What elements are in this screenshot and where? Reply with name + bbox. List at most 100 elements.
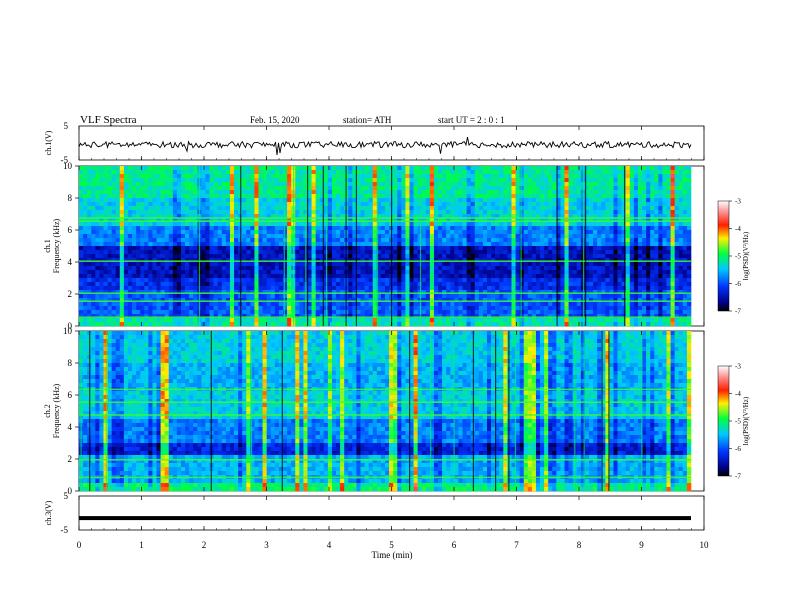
spectrogram-cell	[682, 222, 688, 227]
spectrogram-cell	[507, 242, 512, 247]
spectrogram-cell	[213, 230, 219, 235]
spectrogram-cell	[250, 214, 255, 219]
spectrogram-cell	[515, 266, 520, 271]
spectrogram-cell	[127, 190, 133, 195]
spectrogram-cell	[491, 290, 496, 295]
spectrogram-cell	[393, 186, 398, 191]
spectrogram-cell	[446, 210, 451, 215]
spectrogram-cell	[132, 246, 137, 251]
spectrogram-cell	[511, 250, 516, 255]
spectrogram-cell	[650, 238, 655, 243]
spectrogram-cell	[319, 234, 325, 239]
spectrogram-cell	[507, 254, 512, 259]
spectrogram-cell	[470, 186, 476, 191]
spectrogram-cell	[589, 274, 594, 279]
spectrogram-cell	[507, 210, 512, 215]
spectrogram-cell	[160, 290, 165, 295]
spectrogram-cell	[487, 282, 492, 287]
spectrogram-cell	[148, 278, 153, 283]
spectrogram-cell	[181, 230, 186, 235]
spectrogram-cell	[311, 218, 316, 223]
spectrogram-cell	[111, 178, 117, 183]
spectrogram-cell	[266, 250, 272, 255]
spectrogram-cell	[482, 290, 488, 295]
spectrogram-cell	[217, 226, 223, 231]
spectrogram-cell	[462, 214, 467, 219]
spectrogram-cell	[201, 218, 206, 223]
spectrogram-cell	[127, 246, 133, 251]
spectrogram-cell	[572, 226, 578, 231]
spectrogram-cell	[331, 218, 337, 223]
spectrogram-cell	[450, 178, 455, 183]
spectrogram-cell	[666, 186, 671, 191]
spectrogram-cell	[642, 182, 647, 187]
spectrogram-cell	[511, 174, 516, 179]
spectrogram-cell	[642, 190, 647, 195]
spectrogram-cell	[474, 226, 480, 231]
spectrogram-cell	[601, 206, 606, 211]
spectrogram-cell	[79, 286, 84, 291]
spectrogram-cell	[156, 274, 161, 279]
spectrogram-cell	[380, 230, 386, 235]
spectrogram-cell	[646, 254, 651, 259]
spectrogram-cell	[523, 186, 529, 191]
spectrogram-cell	[540, 194, 545, 199]
spectrogram-cell	[544, 182, 549, 187]
spectrogram-cell	[83, 290, 88, 295]
spectrogram-cell	[225, 262, 231, 267]
spectrogram-cell	[144, 194, 149, 199]
spectrogram-cell	[584, 290, 590, 295]
spectrogram-cell	[601, 166, 606, 171]
spectrogram-cell	[507, 222, 512, 227]
spectrogram-cell	[246, 294, 251, 299]
spectrogram-cell	[686, 246, 692, 251]
spectrogram-cell	[364, 250, 369, 255]
spectrogram-cell	[515, 226, 520, 231]
spectrogram-cell	[87, 278, 92, 283]
spectrogram-cell	[372, 230, 378, 235]
spectrogram-cell	[625, 242, 631, 247]
spectrogram-cell	[597, 294, 602, 299]
spectrogram-cell	[450, 210, 455, 215]
spectrogram-cell	[87, 262, 92, 267]
spectrogram-cell	[148, 250, 153, 255]
spectrogram-cell	[397, 254, 402, 259]
spectrogram-cell	[597, 242, 602, 247]
spectrogram-cell	[584, 250, 590, 255]
spectrogram-cell	[156, 190, 161, 195]
spectrogram-cell	[380, 222, 386, 227]
spectrogram-cell	[258, 234, 263, 239]
spectrogram-cell	[368, 210, 374, 215]
spectrogram-cell	[482, 190, 488, 195]
spectrogram-cell	[678, 266, 684, 271]
spectrogram-cell	[413, 210, 418, 215]
spectrogram-cell	[438, 286, 443, 291]
spectrogram-cell	[450, 166, 455, 171]
spectrogram-cell	[642, 238, 647, 243]
spectrogram-cell	[262, 254, 267, 259]
spectrogram-cell	[433, 274, 439, 279]
spectrogram-cell	[646, 290, 651, 295]
spectrogram-cell	[307, 202, 312, 207]
spectrogram-cell	[503, 290, 508, 295]
spectrogram-cell	[482, 274, 488, 279]
spectrogram-cell	[123, 250, 129, 255]
spectrogram-cell	[682, 290, 688, 295]
spectrogram-cell	[95, 206, 100, 211]
spectrogram-cell	[507, 270, 512, 275]
spectrogram-cell	[364, 198, 369, 203]
spectrogram-cell	[625, 278, 631, 283]
spectrogram-cell	[450, 286, 455, 291]
spectrogram-cell	[682, 206, 688, 211]
spectrogram-cell	[527, 266, 533, 271]
spectrogram-cell	[401, 270, 406, 275]
spectrogram-cell	[511, 198, 516, 203]
spectrogram-cell	[552, 234, 557, 239]
spectrogram-cell	[123, 262, 129, 267]
spectrogram-cell	[393, 266, 398, 271]
spectrogram-cell	[87, 274, 92, 279]
spectrogram-cell	[470, 254, 476, 259]
spectrogram-cell	[372, 294, 378, 299]
spectrogram-cell	[674, 218, 680, 223]
spectrogram-cell	[213, 286, 219, 291]
